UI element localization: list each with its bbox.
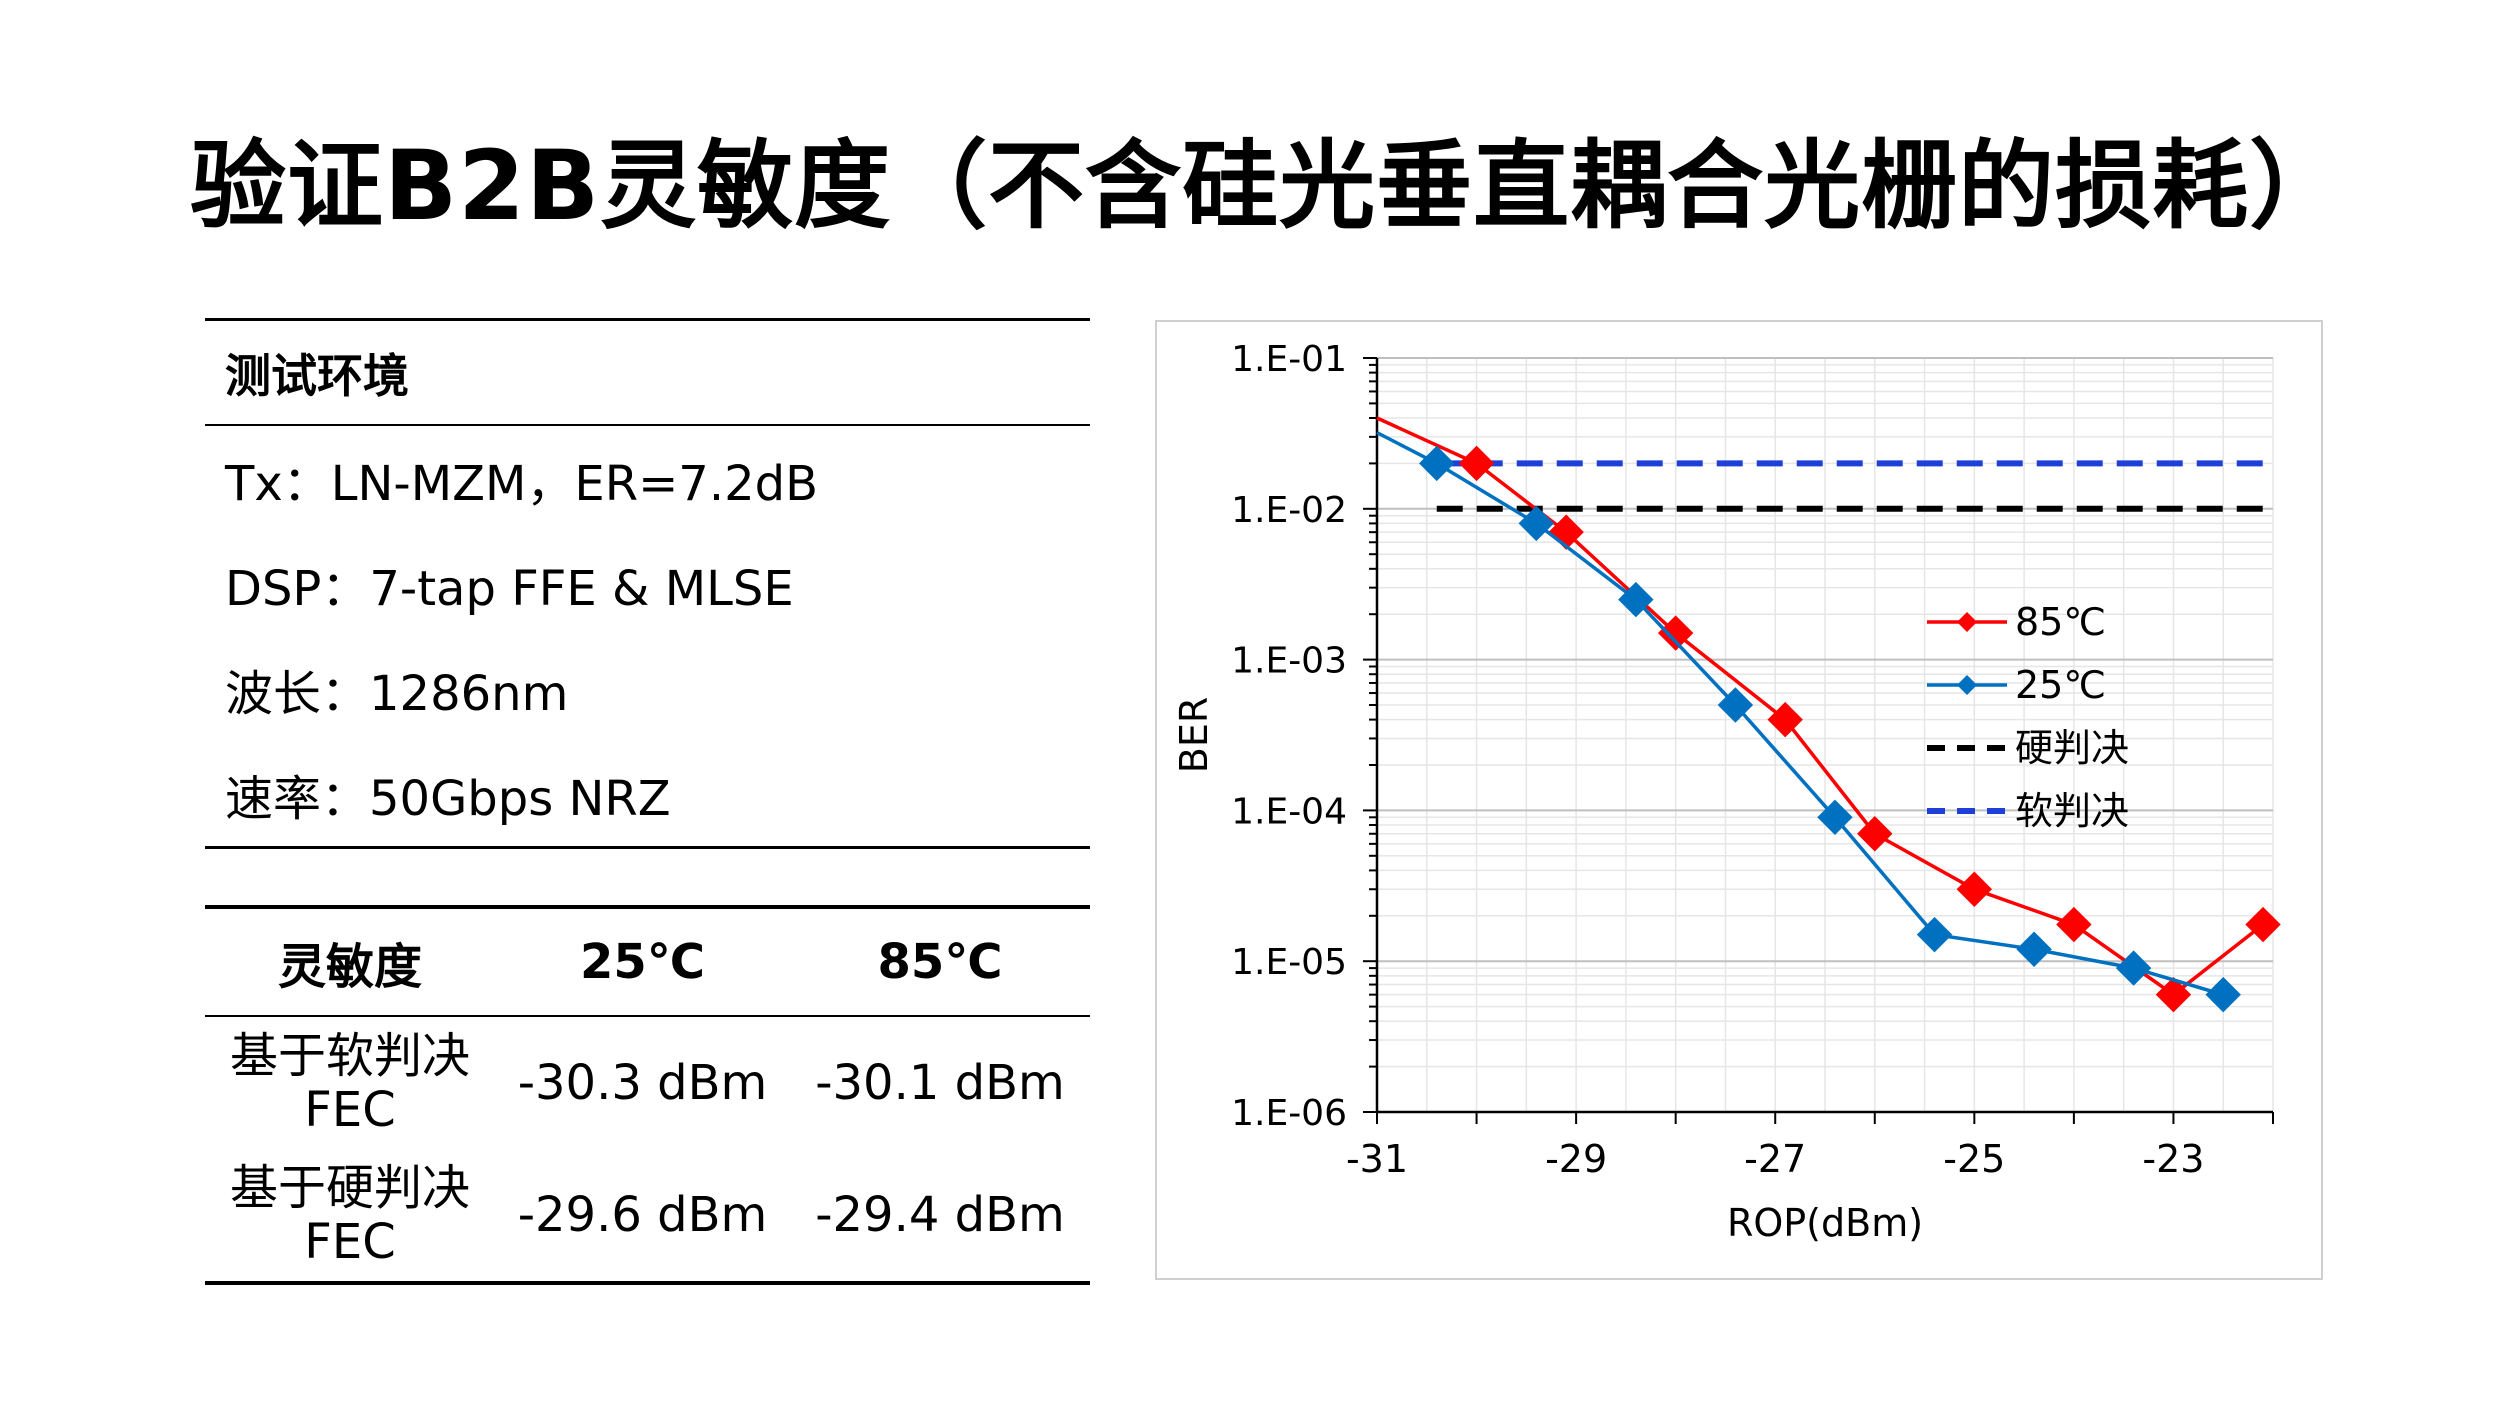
series-line (1376, 416, 2265, 997)
data-point (1857, 816, 1893, 852)
table-header-25c: 25℃ (495, 905, 790, 1017)
data-point (2205, 976, 2241, 1013)
table-header-85c: 85℃ (790, 905, 1090, 1017)
row-label: 基于硬判决 FEC (205, 1149, 495, 1285)
x-tick-label: -27 (1744, 1137, 1806, 1181)
table-row: 基于软判决 FEC -30.3 dBm -30.1 dBm (205, 1016, 1090, 1149)
sensitivity-table: 灵敏度 25℃ 85℃ 基于软判决 FEC -30.3 dBm -30.1 dB… (205, 905, 1090, 1285)
row-label-line1: 基于软判决 (229, 1028, 470, 1084)
page-title: 验证B2B灵敏度（不含硅光垂直耦合光栅的损耗） (190, 130, 2347, 242)
cell-85c: -30.1 dBm (815, 1055, 1065, 1111)
legend-label: 25℃ (2015, 663, 2106, 707)
legend-label: 硬判决 (2015, 726, 2129, 770)
data-point (2245, 906, 2281, 943)
legend-label: 软判决 (2015, 789, 2129, 833)
environment-line-rate: 速率：50Gbps NRZ (225, 770, 671, 827)
environment-line-wavelength: 波长：1286nm (225, 665, 569, 722)
y-tick-label: 1.E-03 (1231, 641, 1347, 682)
row-label-line2: FEC (304, 1082, 396, 1138)
y-tick-label: 1.E-05 (1231, 942, 1347, 983)
cell-25c: -29.6 dBm (495, 1149, 790, 1285)
cell-25c: -30.3 dBm (517, 1055, 768, 1111)
data-point (2155, 976, 2192, 1013)
y-tick-label: 1.E-02 (1231, 490, 1347, 531)
x-tick-label: -23 (2142, 1137, 2204, 1181)
data-point (2056, 906, 2092, 943)
y-tick-label: 1.E-04 (1231, 791, 1347, 832)
data-point (1518, 505, 1554, 542)
environment-heading: 测试环境 (225, 348, 409, 403)
row-label-line2: FEC (304, 1214, 396, 1270)
data-point (2016, 931, 2052, 967)
legend-marker (1957, 675, 1977, 695)
x-tick-label: -25 (1943, 1137, 2005, 1181)
y-tick-label: 1.E-01 (1231, 339, 1347, 380)
environment-line-dsp: DSP：7-tap FFE & MLSE (225, 560, 794, 617)
environment-line-tx: Tx：LN-MZM，ER=7.2dB (225, 455, 819, 512)
data-point (1419, 445, 1455, 482)
row-label: 基于软判决 FEC (205, 1016, 495, 1149)
data-point (1767, 701, 1803, 738)
x-tick-label: -29 (1545, 1137, 1607, 1181)
x-axis-title: ROP(dBm) (1727, 1201, 1923, 1245)
row-label-line1: 基于硬判决 (229, 1160, 470, 1216)
legend-label: 85℃ (2015, 600, 2106, 644)
data-point (1717, 687, 1754, 723)
ber-chart-svg: 1.E-01 1.E-02 1.E-03 1.E-04 1.E-05 1.E-06-31 -… (1172, 339, 2281, 1245)
divider (205, 846, 1090, 849)
table-row: 基于硬判决 FEC -29.6 dBm -29.4 dBm (205, 1149, 1090, 1285)
series-line (1376, 431, 2224, 997)
x-tick-label: -31 (1346, 1137, 1408, 1181)
data-point (1956, 871, 1993, 907)
data-point (2115, 950, 2152, 986)
data-point (1916, 916, 1953, 953)
data-point (1618, 581, 1654, 618)
data-point (1458, 445, 1495, 482)
y-axis-title: BER (1172, 697, 1216, 773)
y-tick-label: 1.E-06 (1231, 1093, 1347, 1134)
test-environment-panel: 测试环境 Tx：LN-MZM，ER=7.2dB DSP：7-tap FFE & … (205, 318, 1090, 849)
ber-chart: 1.E-01 1.E-02 1.E-03 1.E-04 1.E-05 1.E-06 -31 -… (1155, 320, 2323, 1280)
table-header-sensitivity: 灵敏度 (205, 905, 495, 1017)
legend-marker (1957, 612, 1977, 632)
cell-85c: -29.4 dBm (790, 1149, 1090, 1285)
data-point (1817, 799, 1853, 836)
divider (205, 318, 1090, 321)
divider (205, 424, 1090, 426)
